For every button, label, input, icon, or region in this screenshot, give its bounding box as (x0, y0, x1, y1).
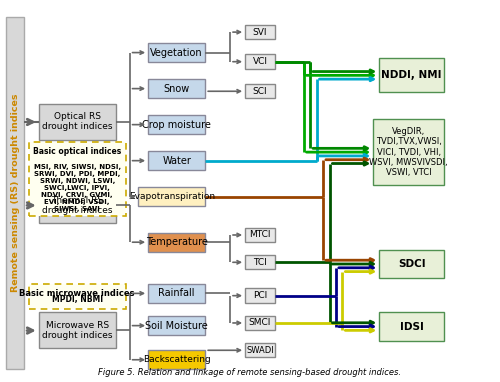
FancyBboxPatch shape (148, 350, 206, 369)
Text: Basic microwave indices: Basic microwave indices (20, 289, 135, 298)
FancyBboxPatch shape (245, 343, 275, 358)
FancyBboxPatch shape (380, 58, 444, 92)
Text: SWADI: SWADI (246, 346, 274, 355)
FancyBboxPatch shape (38, 187, 116, 223)
Text: SCI: SCI (252, 87, 268, 96)
FancyBboxPatch shape (380, 250, 444, 278)
Text: VCI: VCI (252, 57, 268, 66)
Text: Crop moisture: Crop moisture (142, 120, 211, 129)
FancyBboxPatch shape (148, 79, 206, 98)
Text: Snow: Snow (164, 84, 190, 94)
FancyBboxPatch shape (148, 284, 206, 303)
FancyBboxPatch shape (374, 119, 444, 185)
FancyBboxPatch shape (148, 316, 206, 335)
Text: PCI: PCI (253, 291, 267, 300)
Text: NDDI, NMI: NDDI, NMI (382, 70, 442, 80)
Text: Backscattering: Backscattering (143, 355, 210, 364)
Text: Thermal RS
drought indices: Thermal RS drought indices (42, 196, 112, 215)
FancyBboxPatch shape (38, 312, 116, 348)
FancyBboxPatch shape (245, 228, 275, 242)
Text: SMCI: SMCI (249, 319, 271, 327)
FancyBboxPatch shape (245, 288, 275, 303)
FancyBboxPatch shape (380, 312, 444, 341)
FancyBboxPatch shape (148, 151, 206, 170)
FancyBboxPatch shape (148, 43, 206, 62)
Text: Microwave RS
drought indices: Microwave RS drought indices (42, 320, 112, 340)
Text: Figure 5. Relation and linkage of remote sensing-based drought indices.: Figure 5. Relation and linkage of remote… (98, 368, 402, 377)
Text: Basic optical indices: Basic optical indices (33, 147, 122, 155)
FancyBboxPatch shape (28, 284, 126, 309)
Text: MSI, RIV, SIWSI, NDSI,
SRWI, DVI, PDI, MPDI,
SRWI, NDWI, LSWI,
SWCI,LWCI, IPVI,
: MSI, RIV, SIWSI, NDSI, SRWI, DVI, PDI, M… (34, 163, 121, 212)
FancyBboxPatch shape (148, 115, 206, 134)
FancyBboxPatch shape (245, 255, 275, 269)
FancyBboxPatch shape (6, 16, 24, 369)
Text: SVI: SVI (252, 28, 267, 37)
Text: MTCI: MTCI (249, 230, 270, 240)
Text: MPDI, NBMI: MPDI, NBMI (52, 295, 103, 304)
Text: Soil Moisture: Soil Moisture (146, 320, 208, 331)
Text: Vegetation: Vegetation (150, 48, 203, 58)
FancyBboxPatch shape (138, 187, 205, 206)
Text: Remote sensing (RS) drought indices: Remote sensing (RS) drought indices (10, 94, 20, 292)
FancyBboxPatch shape (245, 55, 275, 69)
Text: IDSI: IDSI (400, 322, 423, 332)
FancyBboxPatch shape (245, 84, 275, 99)
Text: VegDIR,
TVDI,TVX,VWSI,
VICI, TVDI, VHI,
WSVI, MWSVIVSDI,
VSWI, VTCI: VegDIR, TVDI,TVX,VWSI, VICI, TVDI, VHI, … (370, 127, 448, 177)
FancyBboxPatch shape (245, 25, 275, 39)
Text: Evapotranspiration: Evapotranspiration (128, 192, 215, 201)
Text: Water: Water (162, 155, 191, 166)
Text: Rainfall: Rainfall (158, 288, 195, 298)
Text: Temperature: Temperature (146, 237, 208, 247)
Text: TCI: TCI (253, 258, 267, 267)
FancyBboxPatch shape (148, 233, 206, 252)
Text: Optical RS
drought indices: Optical RS drought indices (42, 112, 112, 131)
Text: SDCI: SDCI (398, 259, 425, 269)
FancyBboxPatch shape (245, 316, 275, 330)
FancyBboxPatch shape (38, 104, 116, 140)
FancyBboxPatch shape (28, 142, 126, 216)
